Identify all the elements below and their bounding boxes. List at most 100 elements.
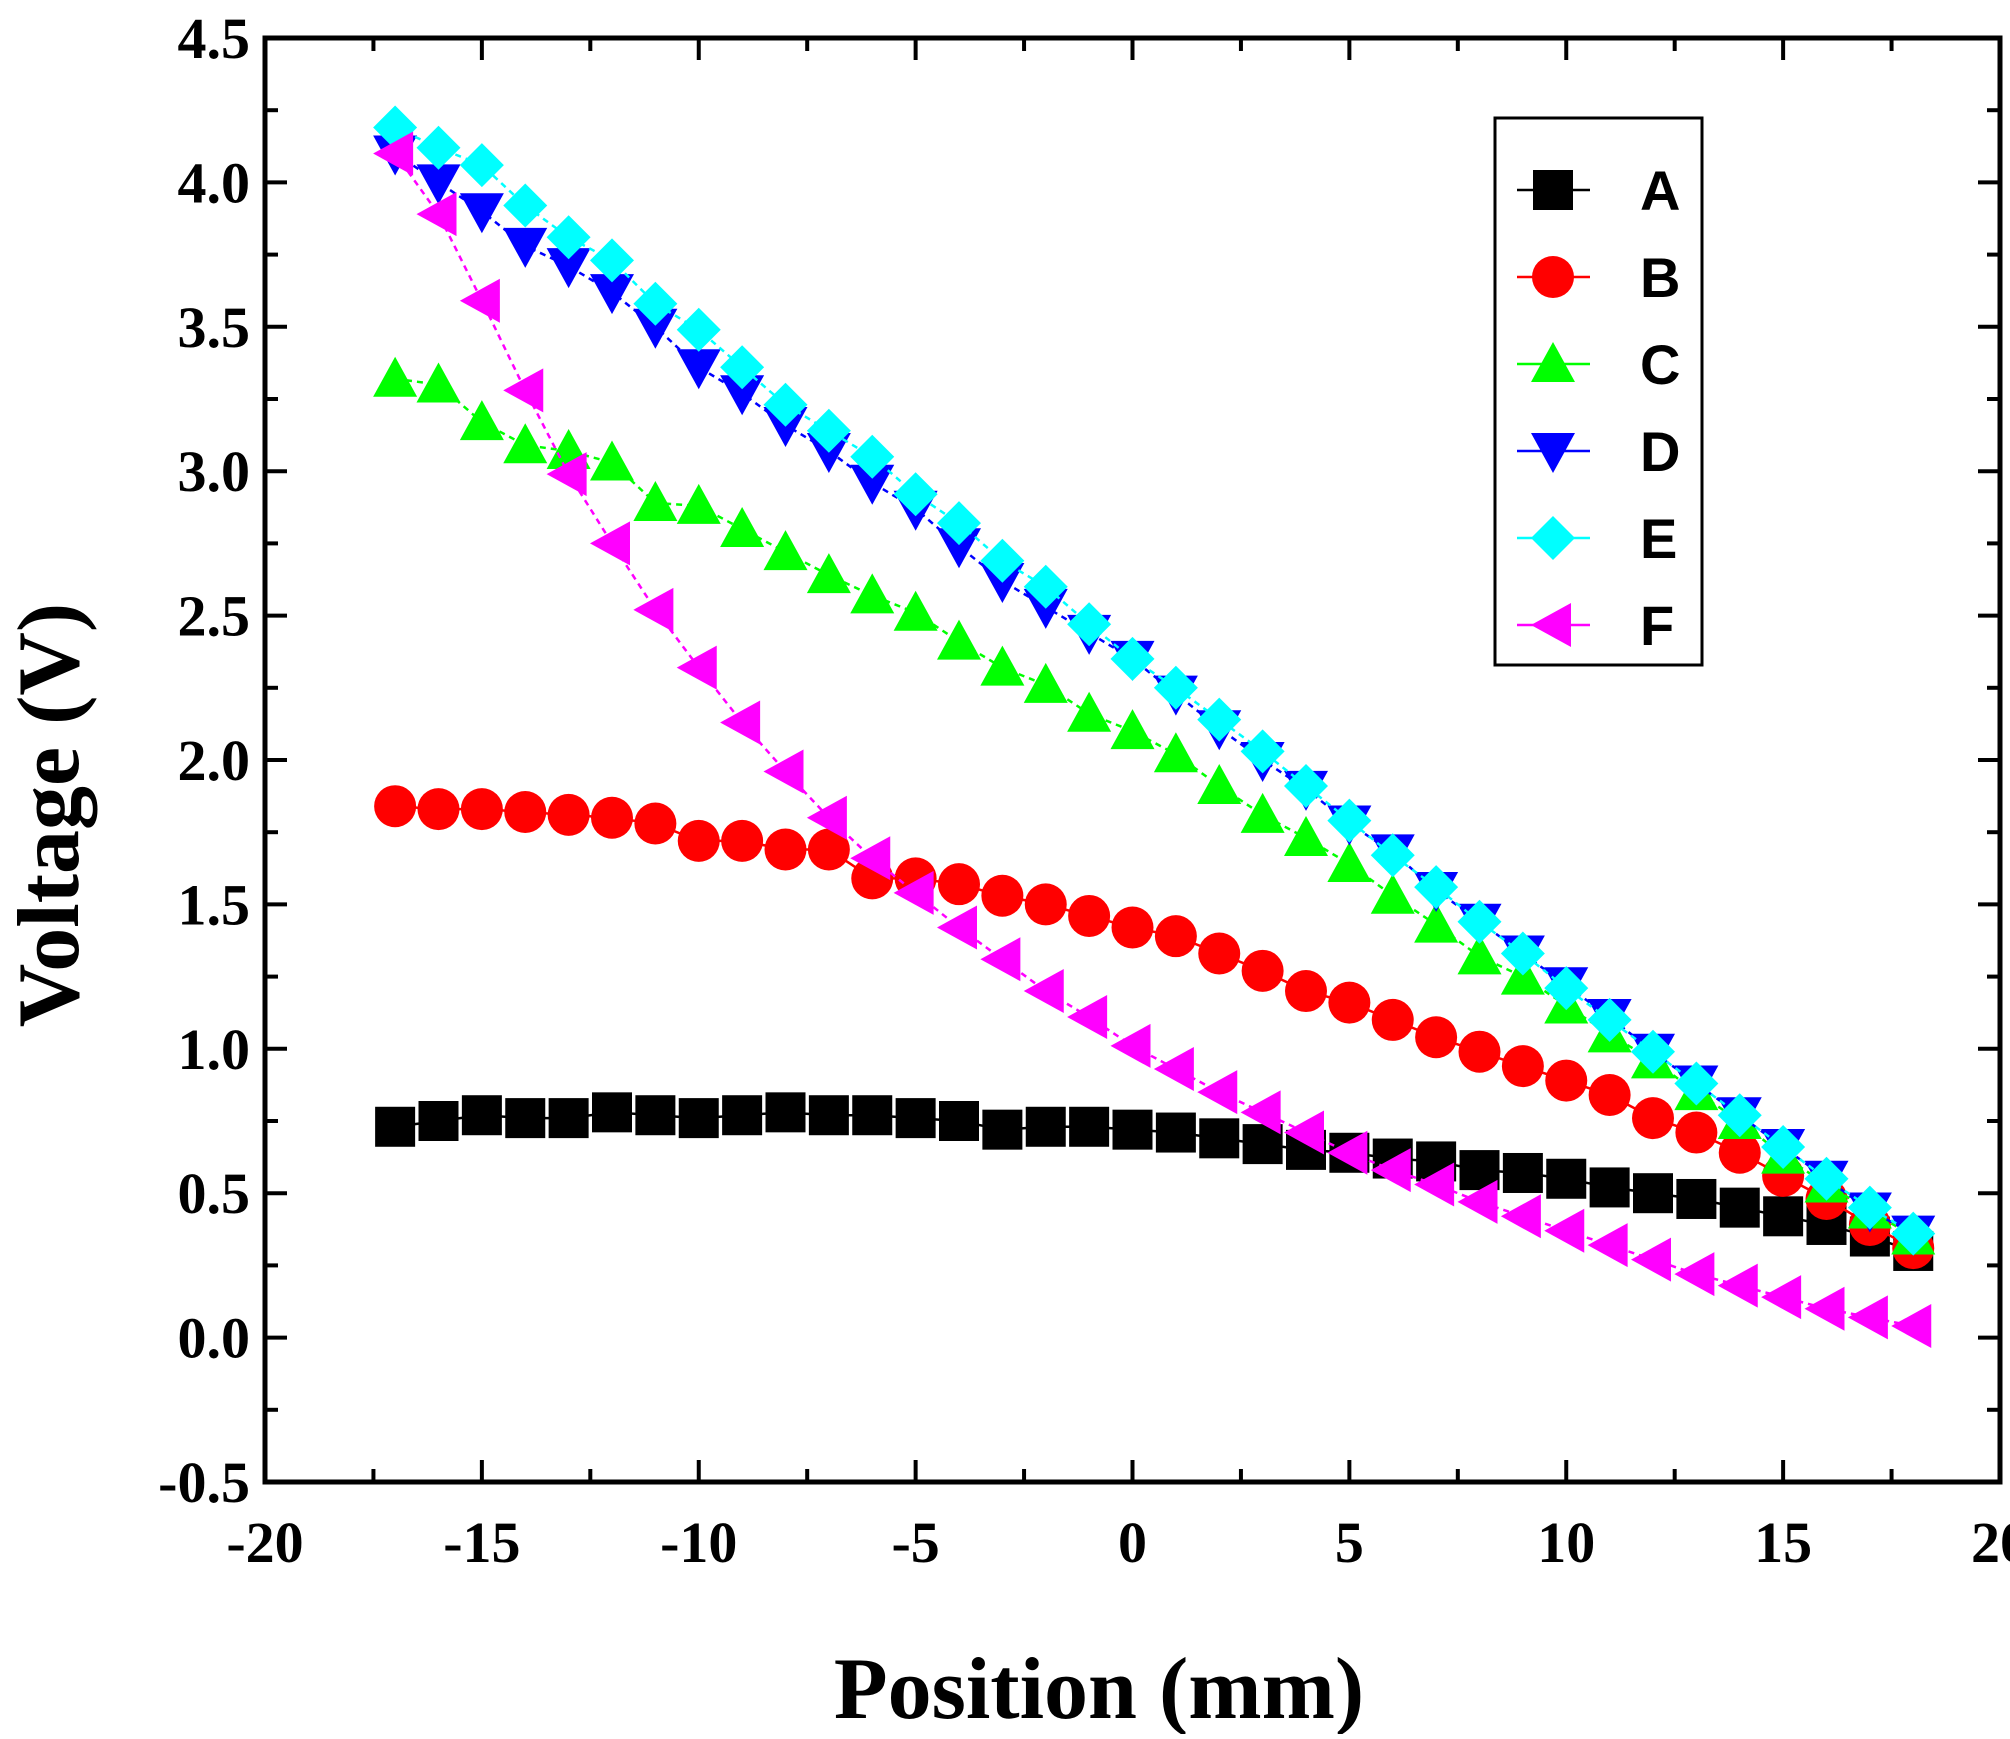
data-point-D bbox=[850, 464, 895, 505]
data-point-A bbox=[635, 1095, 676, 1136]
x-tick-label: -20 bbox=[226, 1510, 303, 1575]
data-point-B bbox=[1068, 894, 1111, 937]
data-point-C bbox=[1457, 934, 1502, 975]
legend-item-D: D bbox=[1517, 420, 1680, 483]
data-point-B bbox=[460, 788, 503, 831]
legend-marker-B bbox=[1532, 256, 1574, 298]
data-point-E bbox=[1804, 1156, 1849, 1201]
x-tick-label: -10 bbox=[660, 1510, 737, 1575]
data-point-F bbox=[459, 278, 500, 323]
data-point-F bbox=[1804, 1286, 1845, 1331]
data-point-F bbox=[1327, 1130, 1368, 1175]
y-tick-label: 3.0 bbox=[178, 439, 251, 504]
data-point-A bbox=[1763, 1196, 1804, 1237]
data-point-E bbox=[633, 281, 678, 326]
data-point-F bbox=[1631, 1237, 1671, 1282]
data-point-B bbox=[1371, 998, 1414, 1041]
data-point-B bbox=[1588, 1074, 1631, 1117]
data-point-C bbox=[590, 440, 634, 481]
data-point-A bbox=[1502, 1152, 1543, 1193]
x-tick-label: 0 bbox=[1118, 1510, 1147, 1575]
data-point-D bbox=[763, 406, 808, 447]
legend-label-D: D bbox=[1640, 420, 1680, 483]
data-point-D bbox=[546, 248, 591, 289]
data-point-A bbox=[722, 1095, 763, 1136]
data-point-F bbox=[503, 368, 544, 413]
data-point-D bbox=[980, 562, 1025, 603]
data-point-E bbox=[1110, 636, 1155, 681]
data-point-C bbox=[416, 362, 461, 403]
data-point-A bbox=[765, 1092, 806, 1133]
data-point-F bbox=[373, 131, 414, 176]
data-point-E bbox=[416, 125, 461, 170]
data-point-A bbox=[895, 1098, 936, 1139]
data-point-C bbox=[1067, 691, 1112, 732]
data-point-B bbox=[1458, 1030, 1501, 1073]
data-point-B bbox=[1501, 1045, 1544, 1088]
x-tick-label: 5 bbox=[1335, 1510, 1364, 1575]
data-point-B bbox=[417, 788, 460, 831]
legend-label-A: A bbox=[1640, 159, 1680, 222]
data-point-D bbox=[416, 164, 461, 205]
data-point-E bbox=[1761, 1124, 1806, 1169]
data-point-C bbox=[1110, 709, 1155, 750]
series-line-D bbox=[394, 152, 1914, 1235]
data-point-F bbox=[1414, 1162, 1455, 1207]
data-point-A bbox=[1112, 1109, 1153, 1150]
data-point-E bbox=[1327, 798, 1372, 843]
data-point-C bbox=[1284, 815, 1328, 856]
data-point-D bbox=[720, 375, 765, 416]
data-point-D bbox=[590, 274, 634, 315]
legend-marker-E bbox=[1531, 516, 1575, 560]
data-point-E bbox=[1197, 697, 1242, 742]
data-point-B bbox=[1632, 1097, 1674, 1140]
data-point-C bbox=[937, 619, 981, 660]
data-point-C bbox=[459, 400, 504, 441]
data-point-A bbox=[939, 1101, 979, 1141]
series-layer bbox=[373, 105, 1936, 1349]
data-point-E bbox=[1284, 763, 1328, 808]
data-point-C bbox=[980, 645, 1025, 686]
legend-label-F: F bbox=[1640, 594, 1674, 657]
data-point-F bbox=[1761, 1275, 1802, 1320]
data-point-E bbox=[937, 501, 981, 546]
data-point-C bbox=[720, 506, 765, 547]
x-tick-label: 10 bbox=[1537, 1510, 1595, 1575]
data-point-B bbox=[1198, 932, 1241, 975]
data-point-A bbox=[505, 1098, 546, 1139]
data-point-E bbox=[1674, 1061, 1719, 1106]
data-point-E bbox=[1153, 665, 1198, 710]
data-point-C bbox=[1327, 841, 1372, 882]
data-point-A bbox=[418, 1101, 459, 1141]
data-point-B bbox=[1111, 906, 1154, 949]
data-point-F bbox=[1500, 1194, 1541, 1239]
data-point-C bbox=[1414, 902, 1459, 943]
data-point-E bbox=[1847, 1185, 1892, 1230]
data-point-D bbox=[1023, 588, 1068, 629]
legend-item-E: E bbox=[1517, 507, 1677, 570]
data-point-D bbox=[676, 349, 721, 390]
data-point-E bbox=[1414, 865, 1459, 910]
data-point-C bbox=[1153, 732, 1198, 773]
legend-marker-F bbox=[1531, 603, 1571, 647]
data-point-F bbox=[676, 645, 717, 690]
data-point-B bbox=[764, 828, 807, 871]
data-point-C bbox=[1370, 873, 1415, 914]
data-point-E bbox=[893, 472, 938, 517]
data-point-C bbox=[676, 483, 721, 524]
data-point-E bbox=[1544, 966, 1589, 1011]
data-point-C bbox=[850, 573, 895, 614]
data-point-B bbox=[1285, 970, 1327, 1013]
data-point-E bbox=[590, 238, 634, 283]
legend-item-B: B bbox=[1517, 246, 1680, 309]
y-tick-label: 0.0 bbox=[178, 1306, 251, 1371]
data-point-B bbox=[807, 828, 850, 871]
axes-layer: -20 -15 -10 -5 0 5 10 15 20 -0.5 0.0 0.5 1.0 1.5 2.0 2.… bbox=[158, 6, 2010, 1575]
data-point-A bbox=[1199, 1118, 1240, 1159]
data-point-C bbox=[503, 423, 548, 464]
data-point-B bbox=[1154, 915, 1197, 958]
x-axis-title: Position (mm) bbox=[834, 1641, 1364, 1734]
data-point-F bbox=[1717, 1263, 1758, 1308]
